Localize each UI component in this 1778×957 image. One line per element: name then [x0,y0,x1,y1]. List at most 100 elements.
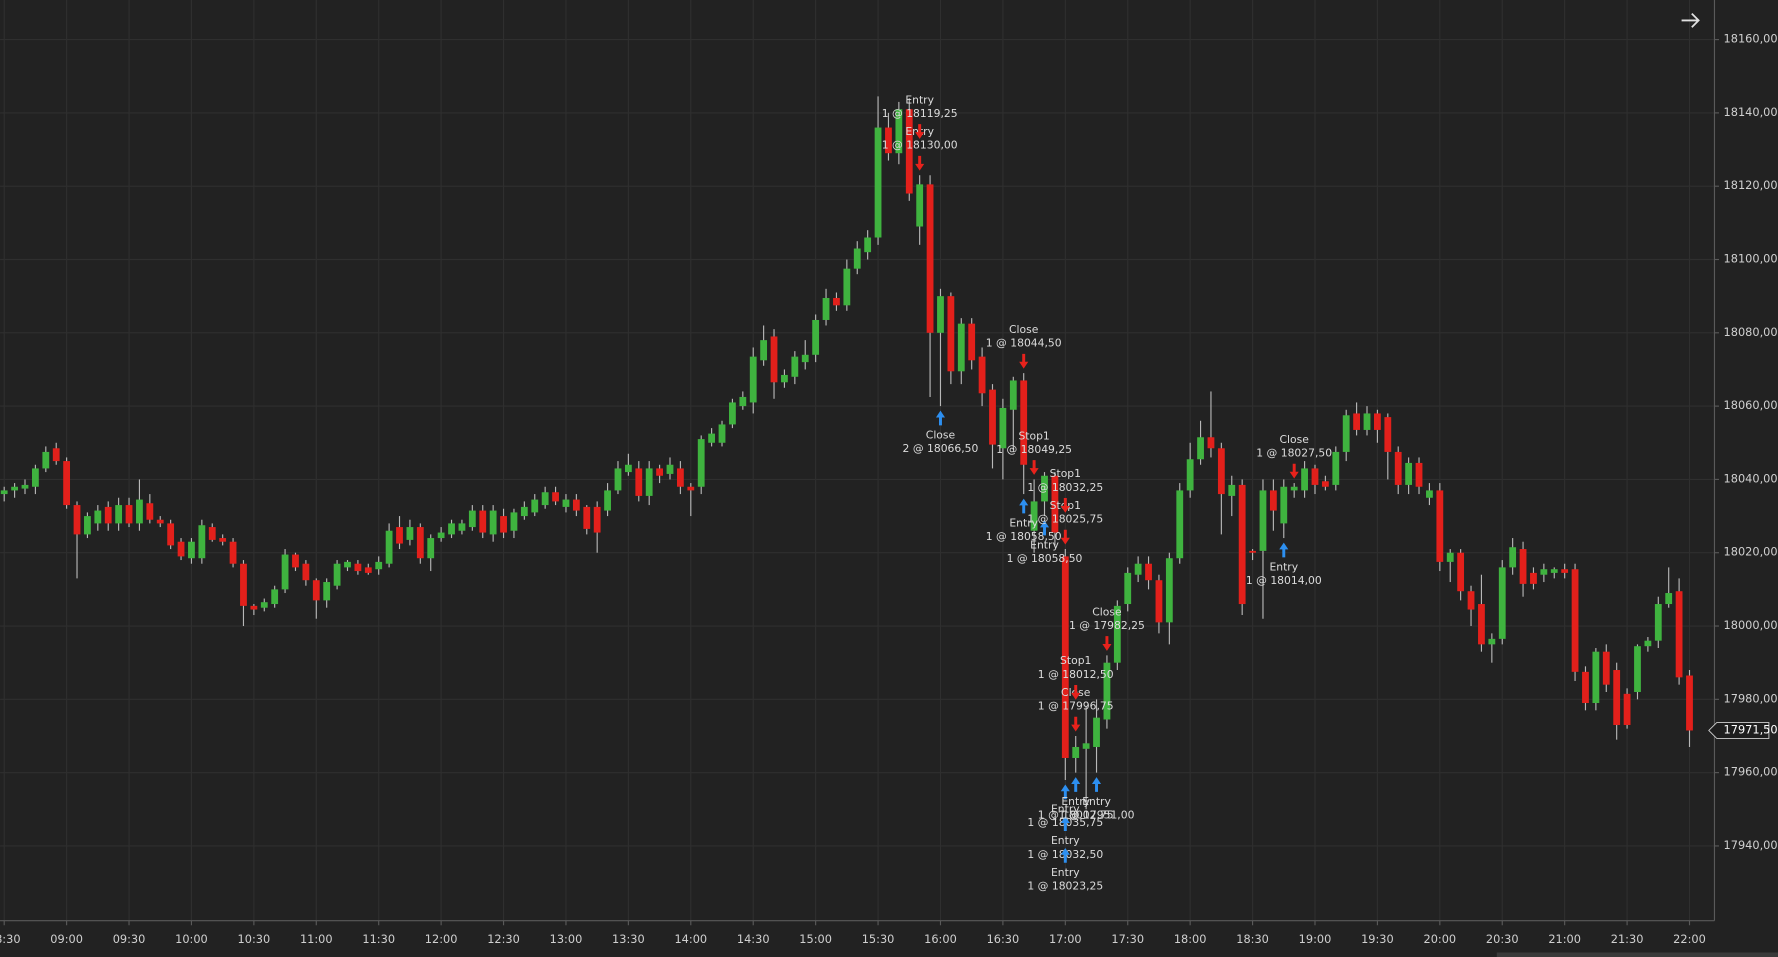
candle-body [781,374,788,383]
x-tick-label: 15:30 [862,932,895,946]
candle-body [84,516,91,535]
candle-body [1540,569,1548,575]
x-tick-label: 17:30 [1111,932,1144,946]
y-tick-label: 18000,00 [1724,618,1778,632]
candle-body [885,127,892,154]
candle-body [1228,484,1236,496]
axes: 17940,00 17960,00 17980,00 18000,00 18020,00… [0,32,1778,946]
candle-body [770,336,778,383]
candle-body [229,541,237,564]
candle-body [260,602,268,608]
candle-body [188,541,195,559]
x-tick-label: 17:00 [1049,932,1082,946]
candle-body [364,567,372,573]
y-tick-label: 18140,00 [1724,105,1778,119]
candle-body [926,184,934,333]
trade-arrow [1060,816,1070,831]
candle-body [1665,593,1673,605]
x-tick-label: 11:30 [362,932,395,946]
trade-label: Close [1092,605,1122,618]
grid [0,0,1715,921]
trade-label: Entry [1009,517,1038,530]
candle-body [115,505,123,524]
trade-arrow [1060,784,1070,800]
candle-body [562,499,570,507]
trade-detail: 1 @ 17982,25 [1069,619,1145,632]
candle-body [416,527,424,559]
trade-detail: 1 @ 18002,75 [1038,809,1114,822]
candle-body [957,323,965,372]
candle-body [406,527,414,540]
trade-label: Entry [1051,802,1080,815]
candle-body [1061,556,1069,758]
candle-body [250,605,258,610]
trade-label: Stop1 [1050,467,1081,480]
candle-body [219,538,227,542]
trade-detail: 1 @ 18119,25 [882,107,958,120]
candle-body [853,248,861,269]
candle-body [1519,549,1527,584]
candle-body [500,516,507,533]
candle-body [1478,604,1485,645]
candle-body [427,538,435,559]
trade-label: Entry [1082,795,1111,808]
candle-body [635,468,643,496]
candle-body [1363,413,1371,430]
candle-body [1498,567,1506,639]
scrollbar[interactable] [1496,952,1778,957]
y-tick-label: 18120,00 [1724,178,1778,192]
candle-body [1269,490,1277,511]
candle-body [312,580,320,601]
candle-body [73,505,81,535]
price-tag-label: 17971,50 [1724,722,1778,736]
trade-label: Entry [1051,834,1080,847]
candle-body [1582,671,1589,703]
candle-body [1467,591,1475,610]
candles [0,96,1693,810]
candle-body [396,527,403,544]
candle-body [520,506,528,517]
candle-body [385,530,393,564]
candle-body [1124,572,1132,605]
candle-body [708,433,716,443]
x-tick-label: 13:00 [550,932,583,946]
trade-detail: 1 @ 18058,50 [1007,552,1083,565]
candle-body [208,527,216,540]
trade-detail: 1 @ 18049,25 [996,443,1072,456]
candle-body [1145,563,1152,581]
y-tick-label: 17940,00 [1724,838,1778,852]
candle-body [1675,591,1683,678]
trade-arrow [1279,542,1289,558]
candle-body [531,499,539,513]
candle-body [271,589,279,605]
x-tick-label: 18:30 [1236,932,1269,946]
candle-body [0,490,8,495]
candle-body [1561,569,1569,573]
y-tick-label: 18040,00 [1724,471,1778,485]
trade-detail: 1 @ 18014,00 [1246,574,1322,587]
trade-label: Stop1 [1060,654,1091,667]
candle-body [1405,462,1413,485]
candle-body [1259,490,1267,551]
candle-body [624,464,632,473]
candle-body [874,127,882,238]
x-tick-label: 18:00 [1174,932,1207,946]
candle-body [1072,746,1080,758]
x-tick-label: 14:30 [737,932,770,946]
scroll-to-latest-button[interactable] [1681,12,1700,28]
trade-detail: 1 @ 18025,75 [1027,513,1103,526]
candle-body [177,541,185,557]
trade-detail: 2 @ 18066,50 [903,442,979,455]
candle-body [676,468,684,487]
candle-body [905,109,913,194]
candle-body [843,268,851,306]
candle-body [1613,670,1621,725]
candle-body [94,510,102,524]
candle-body [833,297,840,306]
x-tick-label: 11:00 [300,932,333,946]
x-tick-label: 10:30 [238,932,271,946]
candle-body [1238,484,1246,605]
candle-body [104,506,112,524]
candle-body [687,486,695,491]
